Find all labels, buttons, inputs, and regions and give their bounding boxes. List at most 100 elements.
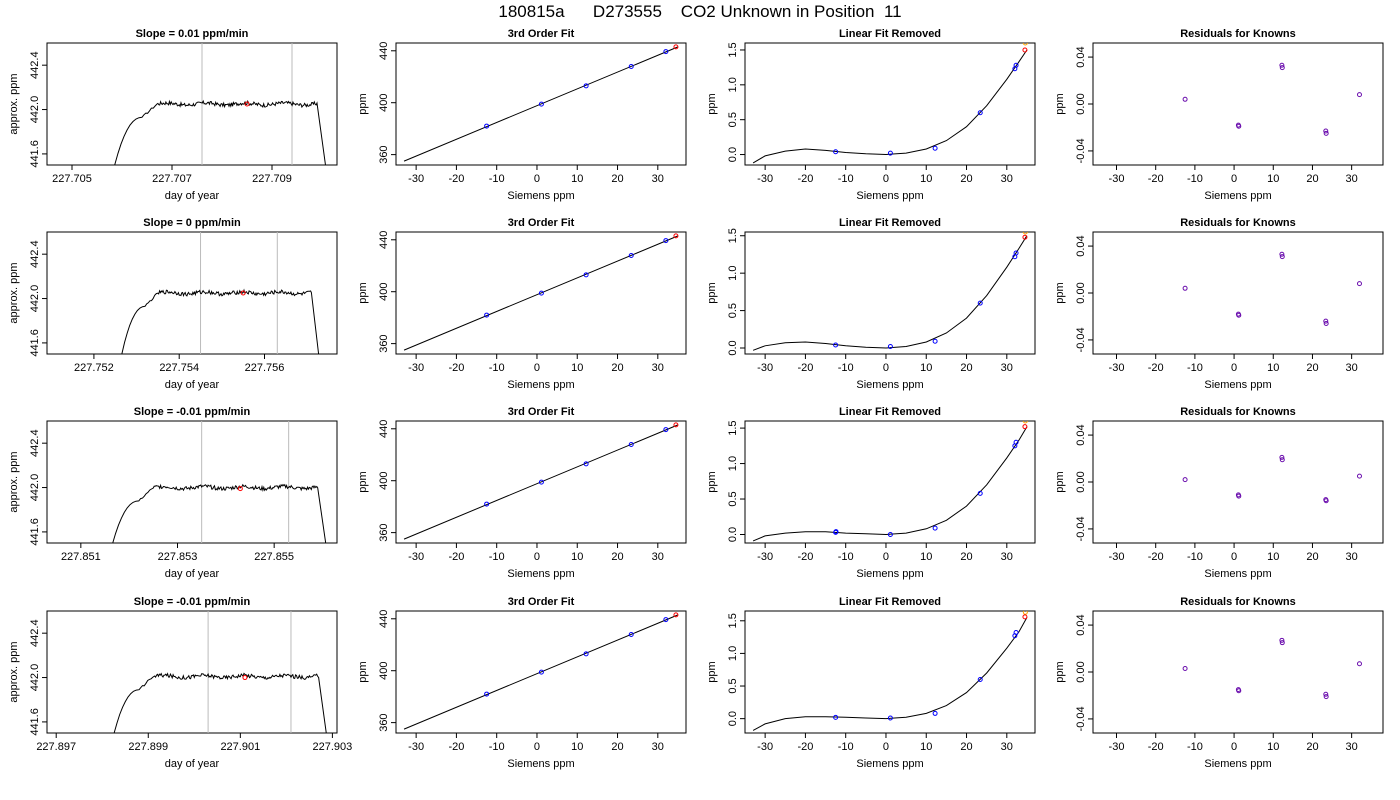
x-axis-label: Siemens ppm <box>507 190 574 202</box>
plot-frame <box>1092 610 1384 734</box>
residual-point <box>1182 96 1188 102</box>
x-tick-label: -10 <box>838 741 854 753</box>
y-tick-label: 442.4 <box>29 240 41 268</box>
known-point <box>977 300 983 306</box>
panel-0-1: 3rd Order Fit -30 -20 -10 0 10 20 30 360 400 440 Si… <box>357 28 687 202</box>
plot-frame <box>395 42 687 166</box>
known-point <box>977 490 983 496</box>
x-tick-label: 30 <box>652 551 664 563</box>
residual-point <box>1323 128 1329 134</box>
x-tick-label: 227.754 <box>159 362 199 374</box>
plot-frame <box>744 420 1036 544</box>
x-axis-label: Siemens ppm <box>856 190 923 202</box>
y-axis-label: ppm <box>357 471 369 492</box>
residual-curve <box>752 617 1028 731</box>
panel-title: Residuals for Knowns <box>1180 596 1296 608</box>
y-tick-label: 442.4 <box>29 619 41 647</box>
x-tick-label: 10 <box>920 362 932 374</box>
fit-line <box>403 235 679 351</box>
x-tick-label: 227.756 <box>245 362 285 374</box>
y-tick-label: -0.04 <box>1075 327 1087 352</box>
x-tick-label: 30 <box>652 173 664 185</box>
y-axis-label: ppm <box>1054 282 1066 303</box>
x-tick-label: -30 <box>757 173 773 185</box>
x-tick-label: 227.903 <box>313 741 353 753</box>
y-tick-label: 1.0 <box>727 646 739 661</box>
x-tick-label: -30 <box>408 741 424 753</box>
known-point <box>583 272 589 278</box>
known-point <box>932 525 938 531</box>
y-axis-label: ppm <box>1054 661 1066 682</box>
y-tick-label: 0.04 <box>1075 235 1087 256</box>
y-tick-label: 442.0 <box>29 96 41 124</box>
residual-point <box>1236 123 1242 129</box>
unknown-point <box>673 422 679 428</box>
panel-title: Linear Fit Removed <box>839 28 941 40</box>
concentration-trace <box>114 99 326 165</box>
y-axis-label: ppm <box>357 282 369 303</box>
residual-point <box>1356 92 1362 98</box>
x-tick-label: -10 <box>489 551 505 563</box>
residual-curve <box>752 235 1028 351</box>
panel-0-0: Slope = 0.01 ppm/min 227.705 227.707 227.70… <box>8 28 338 202</box>
x-axis-label: day of year <box>165 568 220 580</box>
x-axis-label: Siemens ppm <box>856 379 923 391</box>
plot-frame <box>744 42 1036 166</box>
x-axis-label: Siemens ppm <box>1204 190 1271 202</box>
x-axis-label: Siemens ppm <box>507 379 574 391</box>
panel-1-2: Linear Fit Removed -30 -20 -10 0 10 20 30 0.0 0.5… <box>706 217 1036 391</box>
x-tick-label: 10 <box>920 741 932 753</box>
x-axis-label: day of year <box>165 758 220 770</box>
known-point <box>628 63 634 69</box>
x-axis-label: Siemens ppm <box>856 758 923 770</box>
plot-data <box>121 232 320 354</box>
residual-point <box>1279 457 1285 463</box>
known-point <box>583 651 589 657</box>
x-tick-label: -10 <box>489 741 505 753</box>
residual-point <box>1279 254 1285 260</box>
x-tick-label: -10 <box>838 551 854 563</box>
x-tick-label: 0 <box>883 741 889 753</box>
x-tick-label: 20 <box>611 173 623 185</box>
y-tick-label: 442.4 <box>29 429 41 457</box>
x-tick-label: 0 <box>534 551 540 563</box>
residual-point <box>1323 130 1329 136</box>
average-marker <box>244 101 250 107</box>
residual-point <box>1356 661 1362 667</box>
y-tick-label: 0.04 <box>1075 46 1087 67</box>
fit-line <box>403 614 679 730</box>
known-point <box>484 501 490 507</box>
residual-curve <box>752 49 1028 164</box>
residual-point <box>1182 665 1188 671</box>
unknown-point <box>673 233 679 239</box>
x-tick-label: 0 <box>534 741 540 753</box>
x-axis-label: Siemens ppm <box>507 758 574 770</box>
x-tick-label: 0 <box>534 173 540 185</box>
plot-frame <box>395 420 687 544</box>
known-point <box>1013 62 1019 68</box>
y-axis-label: ppm <box>706 661 718 682</box>
y-tick-label: -0.04 <box>1075 516 1087 541</box>
plot-frame <box>46 420 338 544</box>
x-axis-label: day of year <box>165 379 220 391</box>
known-point <box>484 123 490 129</box>
plot-data <box>403 44 679 162</box>
x-tick-label: 10 <box>1267 741 1279 753</box>
panel-title: 3rd Order Fit <box>508 217 575 229</box>
known-point <box>1013 630 1019 636</box>
x-tick-label: -30 <box>757 551 773 563</box>
panel-title: Slope = -0.01 ppm/min <box>134 596 251 608</box>
x-axis-label: Siemens ppm <box>507 568 574 580</box>
residual-point <box>1356 473 1362 479</box>
unknown-point <box>1022 47 1028 53</box>
y-tick-label: 0.0 <box>727 340 739 355</box>
y-tick-label: 442.4 <box>29 51 41 79</box>
y-tick-label: 400 <box>378 94 390 112</box>
x-tick-label: 0 <box>1231 741 1237 753</box>
x-tick-label: 30 <box>1346 741 1358 753</box>
y-tick-label: 0.5 <box>727 678 739 693</box>
residual-point <box>1279 251 1285 257</box>
x-tick-label: -10 <box>1187 741 1203 753</box>
x-tick-label: -30 <box>1109 741 1125 753</box>
panel-title: Residuals for Knowns <box>1180 28 1296 40</box>
